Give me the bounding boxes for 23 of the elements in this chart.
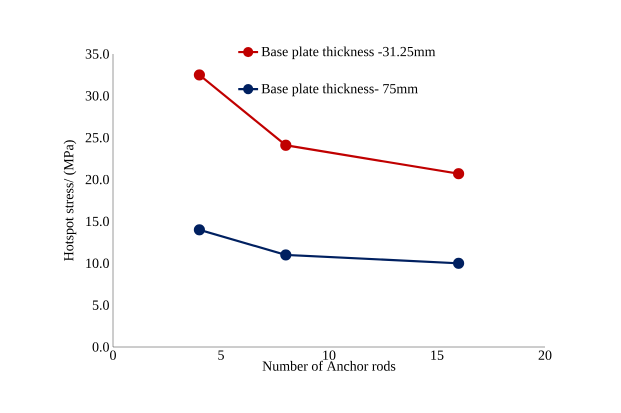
point xyxy=(280,249,292,260)
x-tick-label: 10 xyxy=(323,350,336,360)
x-tick-label: 15 xyxy=(431,350,444,360)
point xyxy=(280,140,292,151)
y-tick-label: 5.0 xyxy=(92,300,109,310)
y-tick-label: 15.0 xyxy=(86,216,109,226)
y-axis-title: Hotspot stress/ (MPa) xyxy=(64,140,76,261)
point xyxy=(194,69,205,81)
legend-label: Base plate thickness- 75mm xyxy=(262,84,418,96)
point xyxy=(453,258,464,269)
x-tick-label: 20 xyxy=(538,350,552,360)
y-tick-label: 30.0 xyxy=(86,91,109,101)
point xyxy=(194,224,205,236)
x-tick-label: 5 xyxy=(218,350,224,360)
point xyxy=(453,168,464,180)
x-tick-label: 0 xyxy=(110,350,116,360)
legend-label: Base plate thickness -31.25mm xyxy=(262,46,436,60)
x-axis-title: Number of Anchor rods xyxy=(262,360,396,371)
y-tick-label: 25.0 xyxy=(86,132,109,142)
y-tick-label: 20.0 xyxy=(86,174,109,184)
y-tick-label: 10.0 xyxy=(86,258,109,268)
y-tick-label: 0.0 xyxy=(92,342,109,352)
y-tick-label: 35.0 xyxy=(86,49,109,59)
